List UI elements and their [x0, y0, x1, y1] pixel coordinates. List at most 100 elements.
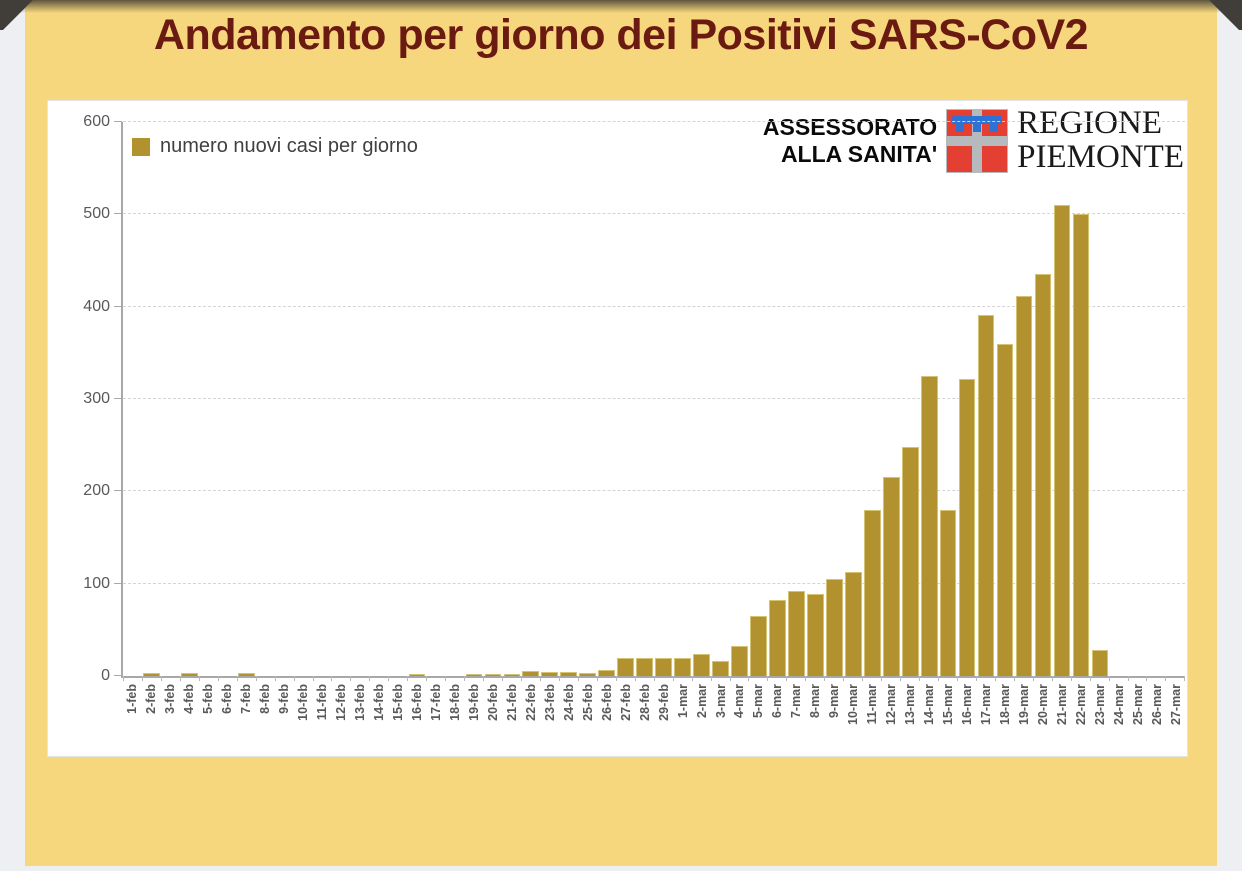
bar-16-feb	[408, 674, 426, 676]
bar-slot-14-mar	[920, 122, 939, 676]
x-axis-label-19-feb: 19-feb	[466, 684, 481, 721]
x-tick-3-mar	[712, 676, 731, 681]
x-tick-25-feb	[579, 676, 598, 681]
bar-3-mar	[712, 661, 729, 676]
x-axis-label-7-mar: 7-mar	[789, 684, 804, 719]
x-axis-label-18-mar: 18-mar	[998, 684, 1013, 725]
screen-corner-top-right	[1198, 0, 1242, 30]
bar-slot-24-mar	[1109, 122, 1128, 676]
x-axis-label-20-feb: 20-feb	[485, 684, 500, 721]
bar-slot-16-mar	[958, 122, 977, 676]
gridline-300	[123, 398, 1185, 399]
x-tick-3-feb	[162, 676, 181, 681]
screen-corner-top-left	[0, 0, 44, 30]
x-axis-label-2-feb: 2-feb	[144, 684, 159, 714]
bar-slot-9-feb	[275, 122, 294, 676]
bar-slot-25-feb	[578, 122, 597, 676]
bar-slot-21-feb	[502, 122, 521, 676]
bar-7-mar	[788, 591, 805, 676]
x-tick-4-feb	[181, 676, 200, 681]
bar-2-mar	[693, 653, 710, 676]
bar-slot-21-mar	[1052, 122, 1071, 676]
x-axis-label-26-feb: 26-feb	[599, 684, 614, 721]
x-axis-label-2-mar: 2-mar	[694, 684, 709, 719]
x-axis-label-1-mar: 1-mar	[675, 684, 690, 719]
x-tick-13-mar	[901, 676, 921, 681]
bar-12-mar	[882, 477, 900, 676]
bar-slot-24-feb	[559, 122, 578, 676]
x-tick-7-mar	[787, 676, 807, 681]
bar-19-mar	[1015, 295, 1033, 676]
bar-slot-18-feb	[445, 122, 464, 676]
bar-slot-29-feb	[654, 122, 673, 676]
x-tick-12-mar	[882, 676, 902, 681]
gridline-600	[123, 121, 1185, 122]
bar-slot-19-feb	[464, 122, 483, 676]
regione-line1: REGIONE	[1017, 105, 1162, 141]
bar-13-mar	[901, 447, 919, 676]
x-axis-label-5-mar: 5-mar	[751, 684, 766, 719]
assessorato-line2: ALLA SANITA'	[780, 140, 938, 167]
bar-slot-27-feb	[616, 122, 635, 676]
x-axis-label-19-mar: 19-mar	[1017, 684, 1032, 725]
bar-9-mar	[825, 579, 843, 676]
y-tick-600	[114, 121, 122, 122]
gridline-200	[123, 490, 1185, 492]
bar-slot-23-feb	[540, 122, 559, 676]
bar-20-mar	[1034, 274, 1052, 676]
x-tick-8-feb	[257, 676, 276, 681]
bar-slot-5-feb	[199, 122, 218, 676]
x-tick-1-mar	[674, 676, 693, 681]
bar-15-mar	[939, 509, 957, 676]
x-axis-label-24-feb: 24-feb	[561, 684, 576, 721]
x-axis-label-3-mar: 3-mar	[713, 684, 728, 719]
bar-29-feb	[655, 658, 672, 676]
bar-slot-3-mar	[711, 122, 730, 676]
plot-area: 0 100 200 300 400 500 600 1-feb 2-feb 3-feb 4-feb…	[83, 113, 1186, 725]
x-axis-labels: 1-feb 2-feb 3-feb 4-feb 5-feb 6-feb 7-feb 8-feb…	[123, 684, 1185, 762]
bar-slot-22-mar	[1071, 122, 1090, 676]
bar-slot-15-mar	[939, 122, 958, 676]
slide: Andamento per giorno dei Positivi SARS-C…	[25, 0, 1217, 866]
bar-23-mar	[1091, 650, 1109, 676]
bar-slot-1-feb	[123, 122, 142, 676]
bar-11-mar	[863, 509, 881, 676]
bar-24-feb	[560, 672, 578, 676]
x-axis-label-20-mar: 20-mar	[1035, 684, 1050, 725]
x-tick-21-feb	[503, 676, 523, 681]
x-axis-label-23-feb: 23-feb	[542, 684, 557, 721]
y-axis-label-200: 200	[83, 482, 110, 500]
bar-16-mar	[958, 378, 976, 676]
x-tick-23-mar	[1091, 676, 1110, 681]
x-axis-label-11-feb: 11-feb	[315, 684, 330, 721]
bar-slot-26-feb	[597, 122, 616, 676]
x-axis-label-10-feb: 10-feb	[296, 684, 311, 721]
x-axis-label-9-feb: 9-feb	[277, 684, 292, 714]
x-axis-label-8-feb: 8-feb	[258, 684, 273, 714]
x-tick-4-mar	[731, 676, 750, 681]
x-tick-29-feb	[655, 676, 674, 681]
x-axis-label-18-feb: 18-feb	[447, 684, 462, 721]
x-tick-28-feb	[636, 676, 655, 681]
x-tick-26-mar	[1147, 676, 1167, 681]
x-tick-9-mar	[825, 676, 845, 681]
x-axis-label-15-mar: 15-mar	[941, 684, 956, 725]
x-tick-2-feb	[143, 676, 162, 681]
crest-lambello	[952, 115, 1003, 124]
x-tick-6-feb	[219, 676, 238, 681]
x-axis-label-17-feb: 17-feb	[428, 684, 443, 721]
bar-slot-20-mar	[1034, 122, 1053, 676]
x-axis-label-13-mar: 13-mar	[903, 684, 918, 725]
legend: numero nuovi casi per giorno	[132, 135, 418, 158]
y-tick-400	[114, 305, 122, 307]
y-axis-label-500: 500	[83, 205, 110, 223]
x-tick-14-mar	[920, 676, 939, 681]
bar-2-feb	[143, 673, 160, 676]
bar-5-mar	[750, 615, 767, 676]
x-axis-label-3-feb: 3-feb	[163, 684, 178, 714]
x-axis-label-11-mar: 11-mar	[865, 684, 880, 725]
bar-28-feb	[636, 658, 653, 676]
x-tick-12-feb	[332, 676, 352, 681]
piemonte-crest-icon	[946, 108, 1009, 173]
